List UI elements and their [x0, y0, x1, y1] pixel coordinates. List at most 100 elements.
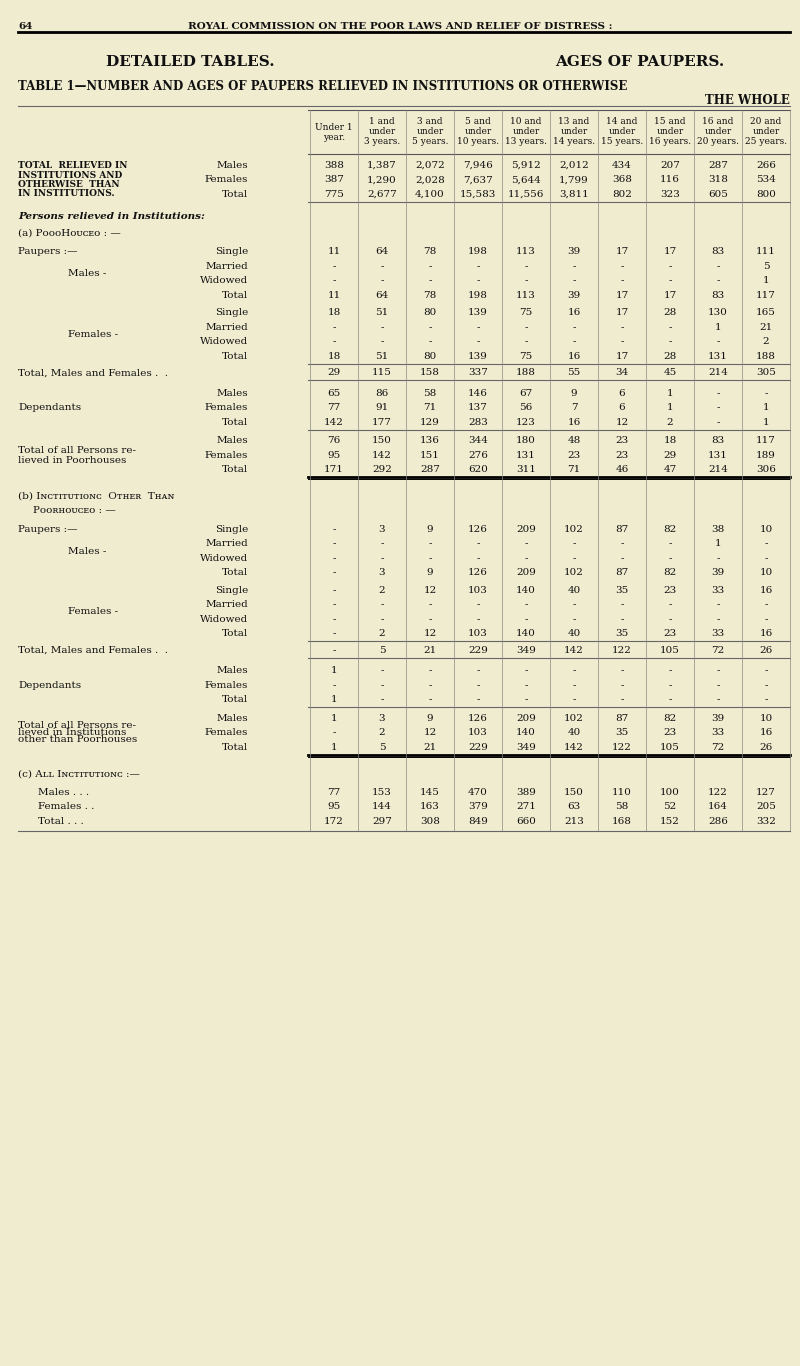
Text: under: under	[656, 127, 684, 137]
Text: Total: Total	[222, 568, 248, 578]
Text: 1: 1	[330, 714, 338, 723]
Text: 209: 209	[516, 714, 536, 723]
Text: 3,811: 3,811	[559, 190, 589, 198]
Text: 2,072: 2,072	[415, 161, 445, 169]
Text: 33: 33	[711, 728, 725, 738]
Text: Total: Total	[222, 352, 248, 361]
Text: 131: 131	[708, 352, 728, 361]
Text: -: -	[668, 667, 672, 675]
Text: 140: 140	[516, 728, 536, 738]
Text: 23: 23	[567, 451, 581, 460]
Text: 349: 349	[516, 646, 536, 654]
Text: 142: 142	[564, 743, 584, 751]
Text: 46: 46	[615, 466, 629, 474]
Text: 17: 17	[663, 247, 677, 257]
Text: 33: 33	[711, 630, 725, 638]
Text: 205: 205	[756, 802, 776, 811]
Text: (a) PᴏᴏᴏHᴏᴜᴄᴇᴏ : —: (a) PᴏᴏᴏHᴏᴜᴄᴇᴏ : —	[18, 228, 121, 238]
Text: -: -	[476, 276, 480, 285]
Text: Married: Married	[206, 262, 248, 270]
Text: 122: 122	[708, 788, 728, 796]
Text: 1: 1	[762, 403, 770, 413]
Text: Single: Single	[214, 525, 248, 534]
Text: -: -	[476, 680, 480, 690]
Text: 16: 16	[567, 418, 581, 426]
Text: lieved in Poorhouses: lieved in Poorhouses	[18, 456, 126, 464]
Text: 1: 1	[762, 418, 770, 426]
Text: -: -	[620, 262, 624, 270]
Text: -: -	[380, 276, 384, 285]
Text: 214: 214	[708, 466, 728, 474]
Text: 20 years.: 20 years.	[697, 138, 739, 146]
Text: -: -	[428, 680, 432, 690]
Text: other than Poorhouses: other than Poorhouses	[18, 735, 138, 744]
Text: 23: 23	[615, 451, 629, 460]
Text: TABLE 1—NUMBER AND AGES OF PAUPERS RELIEVED IN INSTITUTIONS OR OTHERWISE: TABLE 1—NUMBER AND AGES OF PAUPERS RELIE…	[18, 81, 627, 93]
Text: -: -	[332, 600, 336, 609]
Text: 1,799: 1,799	[559, 175, 589, 184]
Text: -: -	[764, 667, 768, 675]
Text: 6: 6	[618, 389, 626, 398]
Text: -: -	[620, 615, 624, 624]
Text: 18: 18	[327, 309, 341, 317]
Text: 15,583: 15,583	[460, 190, 496, 198]
Text: -: -	[668, 680, 672, 690]
Text: 21: 21	[423, 743, 437, 751]
Text: 775: 775	[324, 190, 344, 198]
Text: -: -	[332, 630, 336, 638]
Text: -: -	[716, 337, 720, 346]
Text: under: under	[464, 127, 492, 137]
Text: -: -	[476, 337, 480, 346]
Text: -: -	[572, 600, 576, 609]
Text: 180: 180	[516, 436, 536, 445]
Text: Total . . .: Total . . .	[38, 817, 84, 826]
Text: Males . . .: Males . . .	[38, 788, 89, 796]
Text: 34: 34	[615, 369, 629, 377]
Text: 102: 102	[564, 568, 584, 578]
Text: 1: 1	[330, 695, 338, 705]
Text: 534: 534	[756, 175, 776, 184]
Text: 10: 10	[759, 714, 773, 723]
Text: Total: Total	[222, 291, 248, 299]
Text: Females: Females	[205, 680, 248, 690]
Text: 620: 620	[468, 466, 488, 474]
Text: -: -	[764, 695, 768, 705]
Text: -: -	[572, 680, 576, 690]
Text: -: -	[620, 695, 624, 705]
Text: 131: 131	[516, 451, 536, 460]
Text: 188: 188	[756, 352, 776, 361]
Text: 2: 2	[378, 586, 386, 594]
Text: 122: 122	[612, 743, 632, 751]
Text: 17: 17	[615, 291, 629, 299]
Text: 10: 10	[759, 568, 773, 578]
Text: 5 years.: 5 years.	[412, 138, 448, 146]
Text: Females -: Females -	[68, 608, 118, 616]
Text: 82: 82	[663, 525, 677, 534]
Text: 111: 111	[756, 247, 776, 257]
Text: 105: 105	[660, 743, 680, 751]
Text: 105: 105	[660, 646, 680, 654]
Text: Dependants: Dependants	[18, 680, 81, 690]
Text: 58: 58	[423, 389, 437, 398]
Text: 28: 28	[663, 352, 677, 361]
Text: under: under	[752, 127, 780, 137]
Text: 64: 64	[375, 291, 389, 299]
Text: 266: 266	[756, 161, 776, 169]
Text: -: -	[668, 322, 672, 332]
Text: 13 years.: 13 years.	[505, 138, 547, 146]
Text: (c) Aʟʟ Iɴᴄᴛɪᴛᴜᴛɪᴏɴᴄ :—: (c) Aʟʟ Iɴᴄᴛɪᴛᴜᴛɪᴏɴᴄ :—	[18, 769, 140, 779]
Text: 388: 388	[324, 161, 344, 169]
Text: 103: 103	[468, 586, 488, 594]
Text: 139: 139	[468, 309, 488, 317]
Text: 153: 153	[372, 788, 392, 796]
Text: 136: 136	[420, 436, 440, 445]
Text: 10: 10	[759, 525, 773, 534]
Text: -: -	[620, 540, 624, 548]
Text: -: -	[380, 600, 384, 609]
Text: 113: 113	[516, 291, 536, 299]
Text: 77: 77	[327, 788, 341, 796]
Text: -: -	[716, 276, 720, 285]
Text: 139: 139	[468, 352, 488, 361]
Text: 287: 287	[708, 161, 728, 169]
Text: -: -	[764, 615, 768, 624]
